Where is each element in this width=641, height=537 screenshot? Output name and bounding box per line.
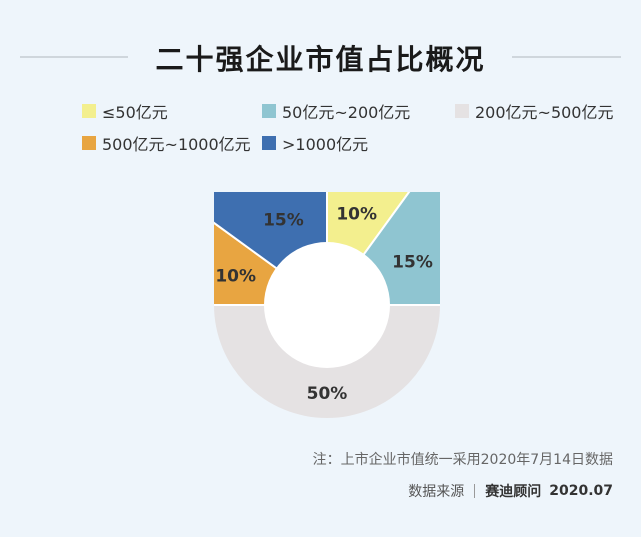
slice-value-label: 10% (215, 266, 256, 286)
legend-swatch (262, 136, 276, 150)
legend-label: ≤50亿元 (102, 103, 168, 122)
source-separator (474, 484, 476, 498)
donut-hole (264, 242, 390, 368)
title-row: 二十强企业市值占比概况 (0, 30, 641, 80)
slice-value-label: 50% (307, 384, 348, 404)
slice-200-500 (214, 304, 440, 418)
slice-value-label: 10% (336, 205, 377, 225)
legend-label: 500亿元~1000亿元 (102, 135, 251, 154)
source-label: 数据来源 (408, 484, 465, 500)
source-brand: 赛迪顾问 (485, 484, 542, 500)
legend-label: 50亿元~200亿元 (282, 103, 411, 122)
donut-slices (214, 192, 440, 418)
slice-le50 (326, 192, 440, 309)
legend-item-200-500: 200亿元~500亿元 (455, 100, 614, 122)
source-line: 数据来源 赛迪顾问 2020.07 (408, 481, 613, 501)
title-divider-left (20, 56, 128, 58)
legend-swatch (82, 104, 96, 118)
legend-label: >1000亿元 (282, 135, 369, 154)
slice-500-1000 (214, 192, 331, 306)
legend-swatch (455, 104, 469, 118)
legend-item-gt1000: >1000亿元 (262, 132, 368, 154)
legend-item-le50: ≤50亿元 (82, 100, 168, 122)
legend-label: 200亿元~500亿元 (475, 103, 614, 122)
legend-item-500-1000: 500亿元~1000亿元 (82, 132, 251, 154)
title-divider-right (512, 56, 621, 58)
source-date: 2020.07 (549, 483, 613, 499)
slice-value-label: 15% (392, 252, 433, 272)
legend-swatch (82, 136, 96, 150)
slice-50-200 (325, 192, 440, 306)
legend-swatch (262, 104, 276, 118)
slice-gt1000 (214, 192, 328, 307)
footnote: 注：上市企业市值统一采用2020年7月14日数据 (312, 452, 613, 468)
slice-value-label: 15% (263, 210, 304, 230)
legend-item-50-200: 50亿元~200亿元 (262, 100, 410, 122)
chart-title: 二十强企业市值占比概况 (155, 43, 486, 76)
